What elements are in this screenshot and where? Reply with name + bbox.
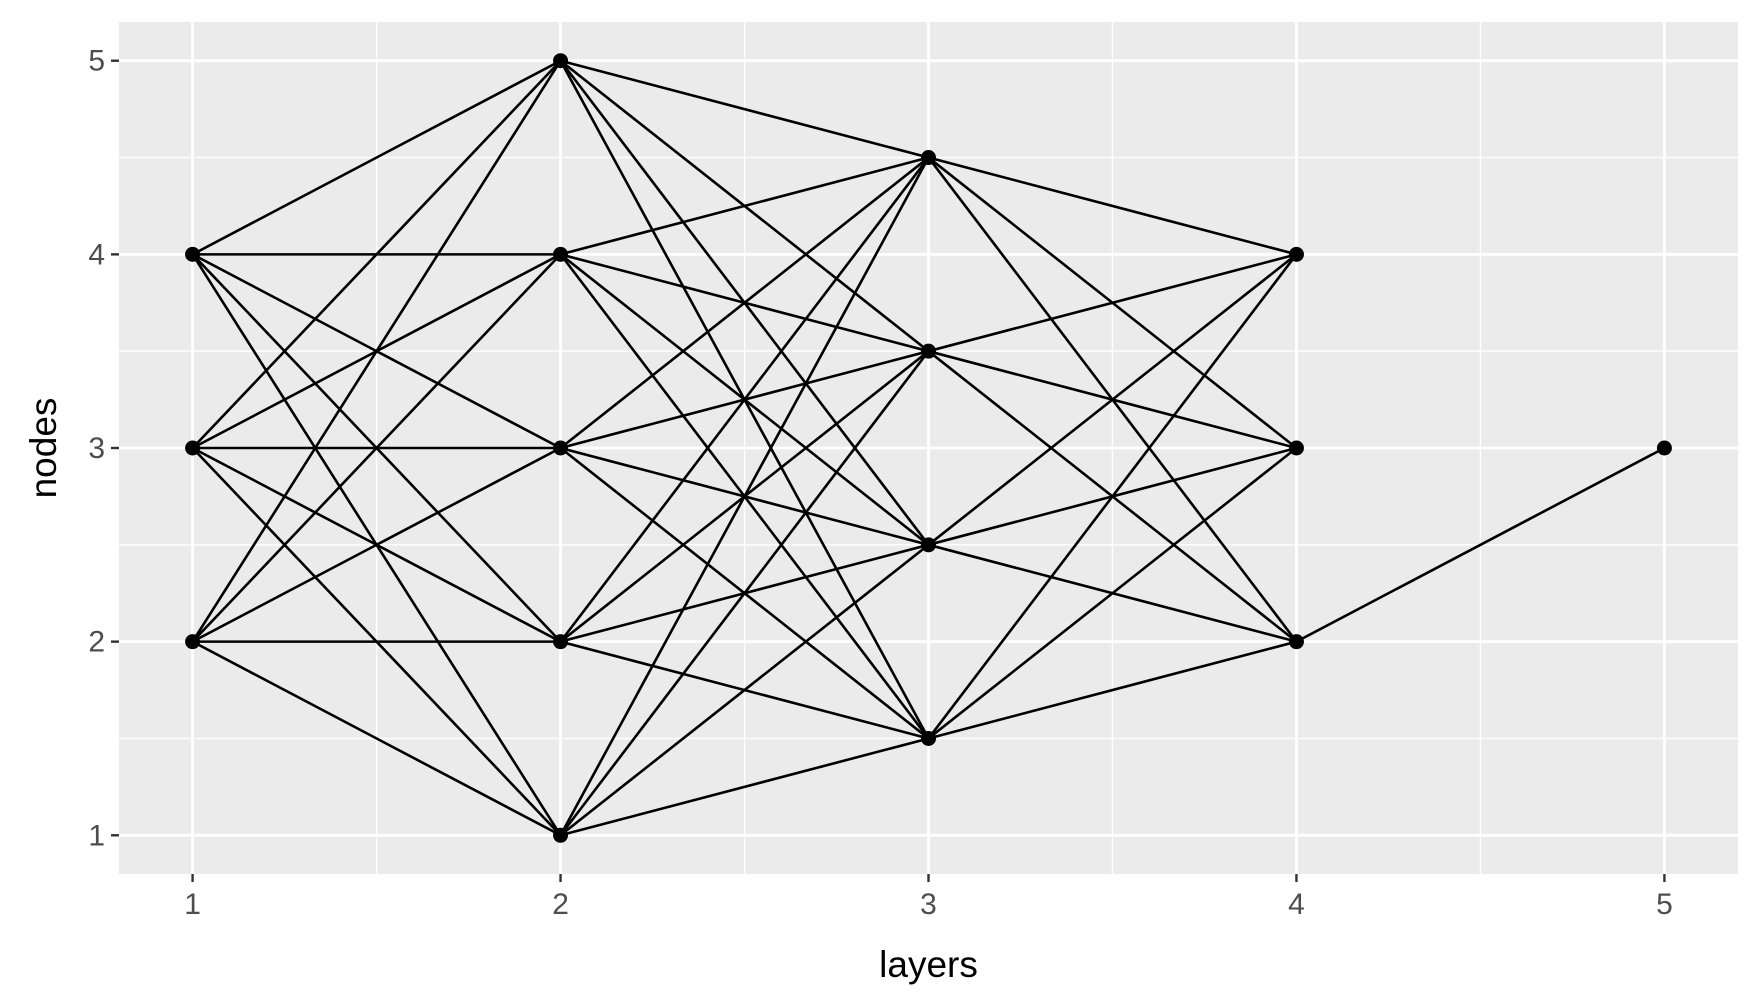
y-axis: 1 2 3 4 5	[88, 45, 119, 852]
edge-line	[559, 156, 930, 837]
y-tick-label: 5	[88, 45, 105, 78]
data-point	[921, 537, 936, 553]
data-point	[1288, 246, 1304, 262]
x-tick-label: 3	[920, 888, 937, 921]
data-point	[185, 440, 201, 456]
data-point	[921, 343, 936, 359]
data-point	[553, 246, 569, 262]
edge-line	[191, 59, 562, 450]
x-tick-label: 4	[1288, 888, 1305, 921]
edge-line	[559, 349, 930, 837]
data-point	[553, 634, 569, 650]
x-tick-label: 5	[1656, 888, 1673, 921]
x-axis: 1 2 3 4 5	[184, 874, 1673, 921]
edge-line	[191, 59, 562, 643]
data-point	[185, 246, 201, 262]
edge-line	[191, 253, 562, 643]
edges	[191, 59, 1666, 837]
x-axis-title: layers	[879, 944, 978, 985]
edge-line	[191, 446, 562, 643]
edge-line	[191, 640, 562, 837]
edge-line	[559, 156, 930, 450]
edge-line	[927, 253, 1298, 740]
data-point	[553, 53, 569, 69]
edge-line	[559, 543, 930, 837]
y-tick-label: 3	[88, 432, 105, 465]
points	[185, 53, 1672, 843]
edge-line	[927, 253, 1298, 547]
y-axis-title: nodes	[23, 398, 64, 499]
y-tick-label: 2	[88, 626, 105, 659]
data-point	[921, 730, 936, 746]
y-tick-label: 4	[88, 238, 105, 271]
data-point	[1288, 440, 1304, 456]
edge-line	[927, 446, 1298, 740]
edge-line	[1295, 446, 1666, 643]
x-tick-label: 1	[184, 888, 201, 921]
edge-line	[559, 737, 930, 837]
edge-line	[927, 640, 1298, 740]
edge-line	[927, 156, 1298, 256]
data-point	[921, 150, 936, 166]
edge-line	[559, 156, 930, 643]
data-point	[185, 634, 201, 650]
x-tick-label: 2	[552, 888, 569, 921]
edge-line	[927, 253, 1298, 353]
edge-line	[559, 156, 930, 256]
data-point	[553, 440, 569, 456]
edge-line	[191, 59, 562, 256]
edge-line	[559, 59, 930, 159]
y-tick-label: 1	[88, 819, 105, 852]
data-point	[553, 827, 569, 843]
data-point	[1288, 634, 1304, 650]
data-point	[1656, 440, 1672, 456]
